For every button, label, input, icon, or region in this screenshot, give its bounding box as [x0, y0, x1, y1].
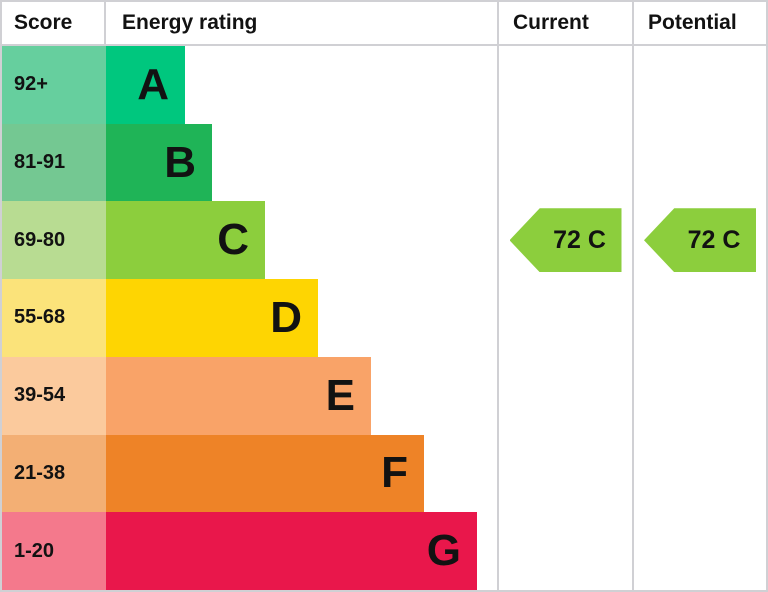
header-score: Score — [2, 2, 106, 46]
band-bar: A — [106, 46, 185, 124]
header-score-label: Score — [14, 11, 73, 34]
bar-cell: C — [106, 201, 497, 280]
header-current: Current — [497, 2, 632, 46]
header-energy-rating: Energy rating — [106, 2, 497, 46]
score-range-label: 69-80 — [14, 228, 66, 251]
header-energy-rating-label: Energy rating — [122, 11, 258, 34]
bar-cell: E — [106, 356, 497, 435]
score-cell: 55-68 — [2, 279, 106, 357]
potential-rating-label: 72 C — [687, 225, 741, 254]
band-bar: E — [106, 356, 371, 435]
current-rating-arrow: 72 C — [509, 208, 622, 273]
score-range-label: 1-20 — [14, 539, 55, 562]
current-cell — [497, 46, 632, 124]
potential-cell — [632, 356, 766, 435]
header-current-label: Current — [513, 11, 589, 34]
bar-cell: A — [106, 46, 497, 124]
band-letter: B — [164, 137, 196, 187]
band-letter: C — [217, 215, 249, 265]
score-range-label: 55-68 — [14, 306, 66, 329]
score-cell: 21-38 — [2, 434, 106, 513]
bar-cell: G — [106, 512, 497, 590]
current-cell — [497, 512, 632, 590]
band-letter: A — [137, 59, 169, 109]
current-cell: 72 C — [497, 201, 632, 280]
score-cell: 92+ — [2, 46, 106, 124]
band-letter: F — [381, 448, 408, 498]
bar-cell: F — [106, 434, 497, 513]
score-range-label: 81-91 — [14, 151, 66, 174]
score-range-label: 92+ — [14, 73, 48, 96]
current-cell — [497, 356, 632, 435]
band-letter: E — [325, 370, 355, 420]
potential-cell — [632, 46, 766, 124]
score-cell: 1-20 — [2, 512, 106, 590]
score-cell: 81-91 — [2, 123, 106, 202]
potential-cell — [632, 123, 766, 202]
band-bar: D — [106, 279, 318, 357]
band-bar: G — [106, 512, 477, 590]
score-cell: 39-54 — [2, 356, 106, 435]
score-range-label: 21-38 — [14, 461, 66, 484]
current-rating-label: 72 C — [553, 225, 606, 254]
band-letter: G — [426, 526, 461, 576]
bar-cell: B — [106, 123, 497, 202]
band-bar: B — [106, 123, 212, 202]
band-bar: F — [106, 434, 424, 513]
potential-cell — [632, 512, 766, 590]
score-cell: 69-80 — [2, 201, 106, 280]
current-cell — [497, 123, 632, 202]
potential-rating-arrow: 72 C — [644, 208, 756, 273]
current-cell — [497, 279, 632, 357]
potential-cell: 72 C — [632, 201, 766, 280]
potential-cell — [632, 279, 766, 357]
band-letter: D — [270, 292, 302, 342]
header-potential: Potential — [632, 2, 766, 46]
bar-cell: D — [106, 279, 497, 357]
score-range-label: 39-54 — [14, 384, 66, 407]
band-bar: C — [106, 201, 265, 280]
header-potential-label: Potential — [648, 11, 737, 34]
potential-cell — [632, 434, 766, 513]
current-cell — [497, 434, 632, 513]
